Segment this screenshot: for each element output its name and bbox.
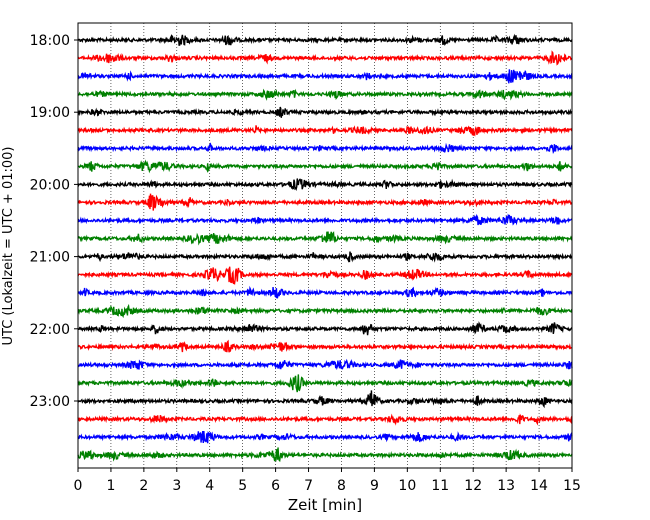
x-tick-label-10: 10 [398, 478, 416, 494]
x-tick-label-11: 11 [431, 478, 449, 494]
x-tick-label-4: 4 [205, 478, 214, 494]
trace-2030 [77, 213, 573, 226]
x-tick-label-7: 7 [304, 478, 313, 494]
x-tick-label-2: 2 [139, 478, 148, 494]
trace-2230 [77, 358, 573, 371]
trace-2015 [77, 193, 573, 211]
y-axis-label: UTC (Lokalzeit = UTC + 01:00) [1, 147, 16, 346]
x-axis-ticks: 0 1 2 3 4 5 6 7 8 9 10 11 12 13 14 15 [74, 468, 581, 494]
x-tick-label-0: 0 [74, 478, 83, 494]
trace-2215 [77, 339, 573, 353]
trace-2245 [77, 374, 573, 393]
trace-2115 [77, 266, 573, 286]
trace-2315 [77, 413, 573, 426]
trace-2000 [77, 178, 573, 192]
trace-1945 [77, 159, 573, 174]
trace-2200 [77, 321, 573, 336]
trace-1930 [77, 142, 573, 155]
x-tick-label-13: 13 [497, 478, 515, 494]
x-tick-label-6: 6 [271, 478, 280, 494]
trace-1915 [77, 125, 573, 137]
x-tick-label-8: 8 [337, 478, 346, 494]
trace-1845 [77, 88, 573, 101]
trace-2300 [77, 390, 573, 409]
x-axis-label: Zeit [min] [288, 496, 362, 514]
trace-1815 [77, 50, 573, 66]
y-tick-label-4: 22:00 [30, 322, 70, 338]
y-tick-label-1: 19:00 [30, 105, 70, 121]
trace-2130 [77, 285, 573, 299]
y-tick-label-2: 20:00 [30, 177, 70, 193]
trace-1800 [77, 33, 573, 47]
plot-frame [77, 22, 573, 469]
y-tick-label-3: 21:00 [30, 250, 70, 266]
trace-2345 [77, 447, 573, 463]
trace-2045 [77, 231, 573, 246]
x-tick-label-1: 1 [106, 478, 115, 494]
trace-1900 [77, 106, 573, 118]
y-tick-label-5: 23:00 [30, 394, 70, 410]
trace-group [77, 33, 573, 463]
x-tick-label-5: 5 [238, 478, 247, 494]
x-tick-label-9: 9 [370, 478, 379, 494]
x-tick-label-12: 12 [464, 478, 482, 494]
y-tick-label-0: 18:00 [30, 33, 70, 49]
trace-2100 [77, 251, 573, 263]
x-tick-label-14: 14 [530, 478, 548, 494]
x-tick-label-15: 15 [563, 478, 581, 494]
x-tick-label-3: 3 [172, 478, 181, 494]
trace-1830 [77, 69, 573, 84]
y-axis-ticks: 18:00 19:00 20:00 21:00 22:00 23:00 [30, 33, 78, 410]
trace-2330 [77, 430, 573, 444]
trace-2145 [77, 303, 573, 319]
